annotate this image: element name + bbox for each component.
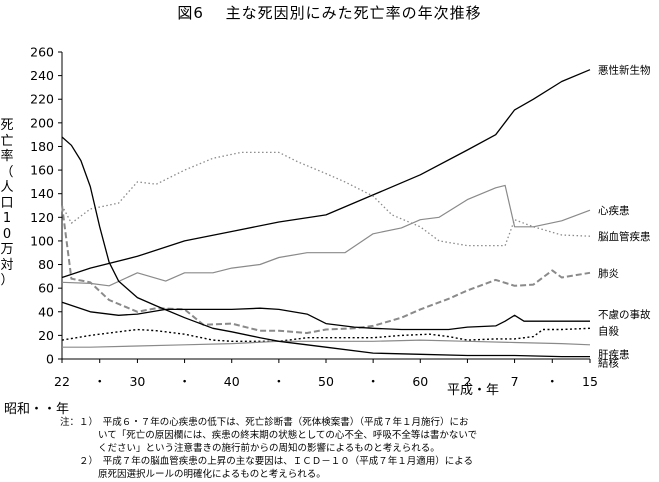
series-label: 自殺 xyxy=(598,324,619,337)
y-tick-label: 0 xyxy=(46,352,54,367)
y-tick-label: 120 xyxy=(30,210,54,225)
x-tick-label: 7 xyxy=(511,374,519,389)
series-line xyxy=(61,69,591,279)
chart-title: 図6 主な死因別にみた死亡率の年次推移 xyxy=(177,4,482,22)
footnote-line: ください」という注意書きの施行前からの周知の影響によるものと考えられる。 xyxy=(60,443,440,454)
y-tick-label: 100 xyxy=(30,233,54,248)
y-tick-label: 220 xyxy=(30,92,54,107)
y-tick-label: 80 xyxy=(38,257,54,272)
series-label: 悪性新生物 xyxy=(598,64,651,77)
x-tick-label: 22 xyxy=(54,374,70,389)
y-tick-label: 160 xyxy=(30,163,54,178)
series-line xyxy=(61,136,590,358)
y-tick-label: 140 xyxy=(30,186,54,201)
y-tick-label: 240 xyxy=(30,68,54,83)
y-axis-label: 死亡率（人口 1 0 万対） xyxy=(0,118,14,288)
y-tick-label: 260 xyxy=(30,45,54,60)
y-tick-label: 200 xyxy=(30,115,54,130)
y-tick-label: 40 xyxy=(38,304,54,319)
x-tick-label: ・ xyxy=(178,374,191,389)
series-label: 脳血管疾患 xyxy=(598,230,651,243)
x-tick-label: ・ xyxy=(367,374,380,389)
footnote-line: ２） 平成７年の脳血管疾患の上昇の主な要因は、ＩＣＤ－１０（平成７年１月適用）に… xyxy=(60,456,473,467)
x-tick-label: 2 xyxy=(463,374,471,389)
footnote-line: 注：１） 平成６・７年の心疾患の低下は、死亡診断書（死体検案書）（平成７年１月施… xyxy=(60,417,469,428)
series-line xyxy=(61,184,591,287)
series-line xyxy=(61,205,591,334)
series-line xyxy=(61,327,591,342)
series-line xyxy=(61,151,591,247)
x-tick-label: 30 xyxy=(129,374,145,389)
series-label: 結核 xyxy=(598,357,619,370)
series-line xyxy=(61,301,590,331)
x-tick-label: 40 xyxy=(224,374,240,389)
footnote-line: いて「死亡の原因欄には、疾患の終末期の状態としての心不全、呼吸不全等は書かないで xyxy=(60,430,478,441)
footnotes: 注：１） 平成６・７年の心疾患の低下は、死亡診断書（死体検案書）（平成７年１月施… xyxy=(60,416,477,481)
showa-era-label: 昭和・・年 xyxy=(4,402,70,417)
x-tick-label: ・ xyxy=(273,374,286,389)
y-tick-label: 20 xyxy=(38,328,54,343)
series-label: 肺炎 xyxy=(598,268,619,280)
x-tick-label: 60 xyxy=(412,374,428,389)
x-tick-label: ・ xyxy=(93,374,106,389)
x-tick-label: 15 xyxy=(582,374,598,389)
series-label: 不慮の事故 xyxy=(598,308,651,321)
y-tick-label: 60 xyxy=(38,281,54,296)
series-line xyxy=(62,339,591,348)
x-tick-label: 50 xyxy=(318,374,334,389)
footnote-line: 原死因選択ルールの明確化によるものと考えられる。 xyxy=(60,469,326,480)
series-label: 肝疾患 xyxy=(598,348,630,361)
series-label: 心疾患 xyxy=(598,204,630,217)
y-tick-label: 180 xyxy=(30,139,54,154)
heisei-era-label: 平成・年 xyxy=(447,383,500,398)
x-tick-label: ・ xyxy=(546,374,559,389)
